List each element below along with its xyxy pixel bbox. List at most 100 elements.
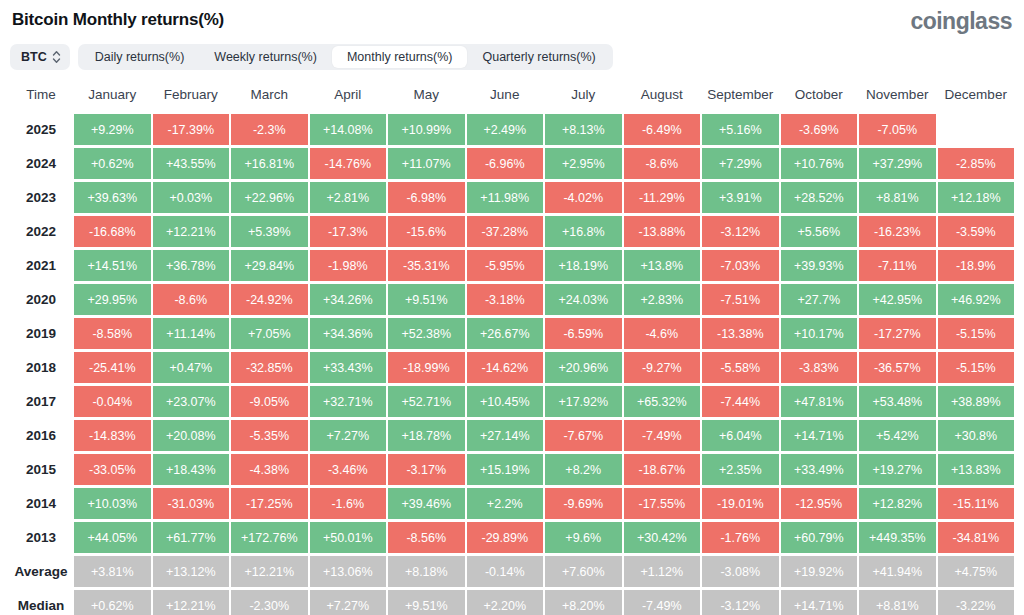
return-cell: +13.83% <box>938 454 1015 485</box>
return-cell: -24.92% <box>231 284 308 315</box>
return-cell: +11.07% <box>388 148 465 179</box>
return-cell: -25.41% <box>74 352 151 383</box>
return-cell: +0.62% <box>74 148 151 179</box>
return-cell: +0.47% <box>153 352 230 383</box>
return-cell: +5.39% <box>231 216 308 247</box>
return-cell: -5.95% <box>467 250 544 281</box>
return-cell: -9.05% <box>231 386 308 417</box>
return-cell: +23.07% <box>153 386 230 417</box>
tab-quarterly-returns[interactable]: Quarterly returns(%) <box>467 46 610 68</box>
return-cell: -15.6% <box>388 216 465 247</box>
return-cell: +1.12% <box>624 556 701 587</box>
return-cell: -8.58% <box>74 318 151 349</box>
return-cell: -18.67% <box>624 454 701 485</box>
month-column-header: July <box>545 80 622 111</box>
return-cell: +12.21% <box>153 216 230 247</box>
month-column-header: January <box>74 80 151 111</box>
return-cell: -14.62% <box>467 352 544 383</box>
row-label: 2020 <box>10 284 72 315</box>
return-cell: +10.76% <box>781 148 858 179</box>
return-cell: -2.3% <box>231 114 308 145</box>
return-cell: +5.56% <box>781 216 858 247</box>
month-column-header: October <box>781 80 858 111</box>
returns-table: TimeJanuaryFebruaryMarchAprilMayJuneJuly… <box>10 80 1014 615</box>
return-cell: -7.67% <box>545 420 622 451</box>
return-cell: +13.8% <box>624 250 701 281</box>
return-cell: +7.60% <box>545 556 622 587</box>
return-cell: -18.9% <box>938 250 1015 281</box>
return-cell: -6.98% <box>388 182 465 213</box>
page: Bitcoin Monthly returns(%) coinglass BTC… <box>0 0 1024 615</box>
return-cell: +2.81% <box>310 182 387 213</box>
return-cell: +449.35% <box>859 522 936 553</box>
return-cell: -3.17% <box>388 454 465 485</box>
tab-daily-returns[interactable]: Daily returns(%) <box>80 46 200 68</box>
return-cell: -19.01% <box>702 488 779 519</box>
symbol-select[interactable]: BTC <box>10 44 70 70</box>
return-cell: -35.31% <box>388 250 465 281</box>
return-cell: +12.82% <box>859 488 936 519</box>
tab-weekly-returns[interactable]: Weekly returns(%) <box>199 46 332 68</box>
return-cell: +8.2% <box>545 454 622 485</box>
return-cell: -2.30% <box>231 590 308 615</box>
return-cell: +0.03% <box>153 182 230 213</box>
return-cell: -14.76% <box>310 148 387 179</box>
return-cell: -17.39% <box>153 114 230 145</box>
return-cell: +4.75% <box>938 556 1015 587</box>
controls-row: BTC Daily returns(%) Weekly returns(%) M… <box>10 44 1014 70</box>
return-cell: +18.78% <box>388 420 465 451</box>
return-cell <box>938 114 1015 145</box>
return-cell: -15.11% <box>938 488 1015 519</box>
return-cell: -4.02% <box>545 182 622 213</box>
return-cell: +44.05% <box>74 522 151 553</box>
month-column-header: February <box>153 80 230 111</box>
return-cell: -3.18% <box>467 284 544 315</box>
return-cell: -7.49% <box>624 590 701 615</box>
return-cell: +7.05% <box>231 318 308 349</box>
return-cell: -9.27% <box>624 352 701 383</box>
return-cell: -17.27% <box>859 318 936 349</box>
return-cell: +3.91% <box>702 182 779 213</box>
row-label: 2015 <box>10 454 72 485</box>
return-cell: -14.83% <box>74 420 151 451</box>
month-column-header: September <box>702 80 779 111</box>
return-cell: -8.56% <box>388 522 465 553</box>
return-cell: -0.14% <box>467 556 544 587</box>
return-cell: -7.51% <box>702 284 779 315</box>
return-cell: +17.92% <box>545 386 622 417</box>
return-cell: -13.38% <box>702 318 779 349</box>
topbar: Bitcoin Monthly returns(%) coinglass <box>10 8 1014 33</box>
return-cell: +60.79% <box>781 522 858 553</box>
returns-table-wrap: TimeJanuaryFebruaryMarchAprilMayJuneJuly… <box>10 80 1014 615</box>
return-cell: -6.96% <box>467 148 544 179</box>
return-cell: -37.28% <box>467 216 544 247</box>
time-column-header: Time <box>10 80 72 111</box>
return-cell: -7.11% <box>859 250 936 281</box>
month-column-header: June <box>467 80 544 111</box>
return-cell: -16.23% <box>859 216 936 247</box>
return-cell: +2.35% <box>702 454 779 485</box>
return-cell: +34.26% <box>310 284 387 315</box>
return-cell: +42.95% <box>859 284 936 315</box>
month-column-header: March <box>231 80 308 111</box>
return-cell: +5.16% <box>702 114 779 145</box>
return-cell: +2.49% <box>467 114 544 145</box>
tab-monthly-returns[interactable]: Monthly returns(%) <box>332 46 468 68</box>
return-cell: -29.89% <box>467 522 544 553</box>
return-cell: +20.96% <box>545 352 622 383</box>
row-label: Average <box>10 556 72 587</box>
row-label: 2025 <box>10 114 72 145</box>
row-label: Median <box>10 590 72 615</box>
return-cell: +38.89% <box>938 386 1015 417</box>
month-column-header: December <box>938 80 1015 111</box>
return-cell: +9.6% <box>545 522 622 553</box>
return-cell: +13.12% <box>153 556 230 587</box>
return-cell: +8.20% <box>545 590 622 615</box>
return-cell: +14.71% <box>781 590 858 615</box>
return-cell: +10.45% <box>467 386 544 417</box>
return-cell: +10.03% <box>74 488 151 519</box>
return-cell: +47.81% <box>781 386 858 417</box>
returns-tabgroup: Daily returns(%) Weekly returns(%) Month… <box>78 44 613 70</box>
return-cell: -17.55% <box>624 488 701 519</box>
symbol-select-value: BTC <box>21 50 47 64</box>
